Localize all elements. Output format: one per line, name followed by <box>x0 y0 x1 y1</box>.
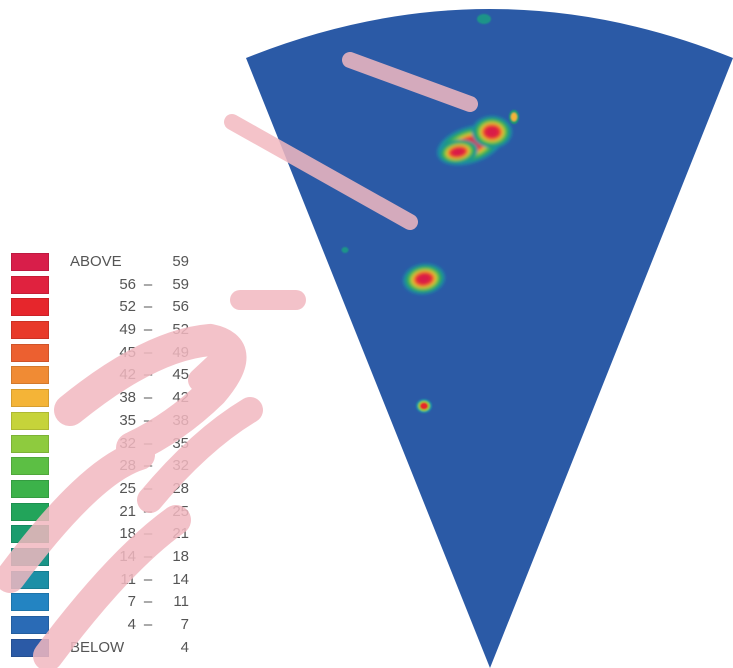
legend-label-dash: – <box>143 547 153 565</box>
hotspot-small-spot <box>416 399 432 413</box>
legend-swatch <box>11 366 49 385</box>
legend-swatch <box>11 570 49 589</box>
legend-item: BELOW 4 <box>11 638 201 661</box>
scan-sector <box>246 9 733 668</box>
legend-item: ABOVE 59 <box>11 252 201 275</box>
legend-label-dash: – <box>143 298 153 316</box>
hotspot-faint-dot-top <box>477 14 491 24</box>
legend-label-lo: 35 <box>119 411 136 429</box>
legend-label-dash: – <box>143 389 153 407</box>
legend-label-dash: – <box>143 275 153 293</box>
legend-label-lo: 32 <box>119 434 136 452</box>
legend-label-hi: 18 <box>172 547 189 565</box>
legend-label-dash: – <box>143 570 153 588</box>
legend-swatch <box>11 321 49 340</box>
legend-swatch <box>11 502 49 521</box>
legend-label-hi: 32 <box>172 457 189 475</box>
legend-label-hi: 52 <box>172 321 189 339</box>
legend-item: 56– 59 <box>11 275 201 298</box>
hotspot-faint-dot-left <box>341 247 349 253</box>
legend-label-lo: 28 <box>119 457 136 475</box>
legend-label-lo: 42 <box>119 366 136 384</box>
legend-label-dash: – <box>143 479 153 497</box>
legend-label-hi: 59 <box>172 253 189 270</box>
legend-label-dash: – <box>143 434 153 452</box>
legend-swatch <box>11 525 49 544</box>
legend-label-dash: – <box>143 321 153 339</box>
legend-item: 11– 14 <box>11 570 201 593</box>
legend-item: 38– 42 <box>11 388 201 411</box>
legend-label-lo: 56 <box>119 275 136 293</box>
legend-swatch <box>11 638 49 657</box>
legend-label-hi: 28 <box>172 479 189 497</box>
legend-item: 45– 49 <box>11 343 201 366</box>
legend-swatch <box>11 593 49 612</box>
legend-label-hi: 14 <box>172 570 189 588</box>
legend-label-hi: 35 <box>172 434 189 452</box>
legend-item: 4– 7 <box>11 615 201 638</box>
legend-label-dash: – <box>143 343 153 361</box>
legend-label-word: ABOVE <box>70 253 122 270</box>
legend-label-lo: 11 <box>120 570 136 588</box>
legend-label-lo: 49 <box>119 321 136 339</box>
legend-swatch <box>11 298 49 317</box>
legend-label-lo: 21 <box>119 502 136 520</box>
legend-item: 28– 32 <box>11 456 201 479</box>
legend-label-dash: – <box>143 502 153 520</box>
legend-swatch <box>11 411 49 430</box>
legend-label-dash: – <box>143 593 153 611</box>
legend-label-lo: 4 <box>127 616 136 633</box>
legend-swatch <box>11 479 49 498</box>
legend-item: 25– 28 <box>11 479 201 502</box>
legend-swatch <box>11 343 49 362</box>
legend-label-lo: 7 <box>127 593 136 611</box>
legend-label-hi: 56 <box>172 298 189 316</box>
hotspot-large-cluster <box>437 116 512 166</box>
legend-label-hi: 42 <box>172 389 189 407</box>
legend-label-dash: – <box>143 366 153 384</box>
legend-label-hi: 49 <box>172 343 189 361</box>
hotspot-middle-cluster <box>403 263 445 295</box>
legend-label-dash: – <box>143 411 153 429</box>
legend-item: 18– 21 <box>11 524 201 547</box>
legend-label-lo: 25 <box>119 479 136 497</box>
legend-label-hi: 45 <box>172 366 189 384</box>
color-legend: ABOVE 59 56–59 52–56 49–52 45–49 42–45 38–42 35–… <box>11 252 201 660</box>
legend-label-lo: 52 <box>119 298 136 316</box>
legend-label-lo: 18 <box>119 525 136 543</box>
legend-item: 42– 45 <box>11 365 201 388</box>
legend-swatch <box>11 434 49 453</box>
legend-label-word: BELOW <box>70 638 125 656</box>
legend-label-hi: 25 <box>172 502 189 520</box>
legend-swatch <box>11 253 49 271</box>
legend-item: 7– 11 <box>11 592 201 615</box>
legend-label-lo: 45 <box>119 343 136 361</box>
legend-item: 52– 56 <box>11 297 201 320</box>
legend-label-dash: – <box>143 616 153 633</box>
legend-label-hi: 38 <box>172 411 189 429</box>
legend-item: 14– 18 <box>11 547 201 570</box>
legend-label-dash: – <box>143 457 153 475</box>
legend-label-hi: 59 <box>172 275 189 293</box>
legend-label-hi: 7 <box>180 616 189 633</box>
legend-item: 49– 52 <box>11 320 201 343</box>
legend-label-lo: 38 <box>119 389 136 407</box>
legend-swatch <box>11 457 49 476</box>
legend-swatch <box>11 275 49 294</box>
legend-item: 35– 38 <box>11 411 201 434</box>
legend-swatch <box>11 547 49 566</box>
legend-label-hi: 11 <box>173 593 189 611</box>
legend-swatch <box>11 616 49 634</box>
hotspot-right-speck <box>509 110 519 124</box>
legend-item: 21– 25 <box>11 502 201 525</box>
legend-label-hi: 4 <box>180 638 189 656</box>
hotspot-layer <box>341 14 519 413</box>
legend-label-lo: 14 <box>119 547 136 565</box>
legend-label-dash: – <box>143 525 153 543</box>
legend-swatch <box>11 389 49 408</box>
legend-label-hi: 21 <box>172 525 189 543</box>
legend-item: 32– 35 <box>11 434 201 457</box>
